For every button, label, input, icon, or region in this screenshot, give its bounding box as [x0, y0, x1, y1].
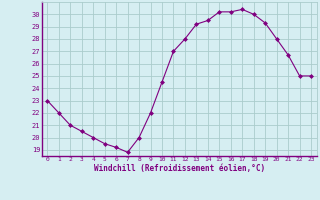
X-axis label: Windchill (Refroidissement éolien,°C): Windchill (Refroidissement éolien,°C) — [94, 164, 265, 173]
